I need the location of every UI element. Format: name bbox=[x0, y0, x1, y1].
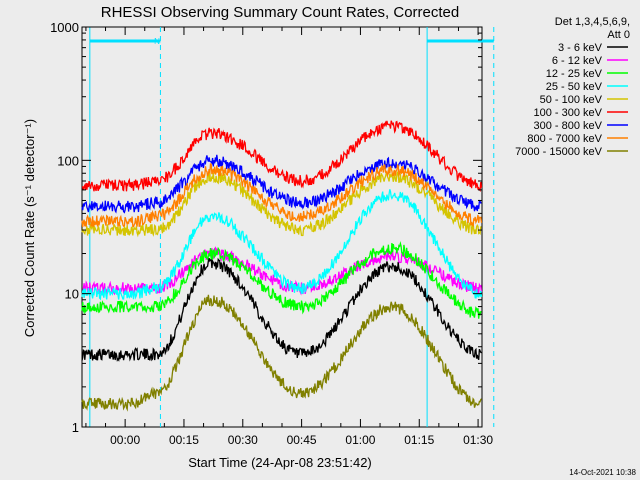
legend-label: 300 - 800 keV bbox=[534, 120, 603, 132]
x-tick-label: 00:45 bbox=[287, 433, 317, 447]
y-tick-label: 10 bbox=[65, 287, 79, 302]
y-tick-label: 1000 bbox=[50, 20, 79, 35]
x-tick-label: 01:15 bbox=[404, 433, 434, 447]
x-tick-label: 00:15 bbox=[169, 433, 199, 447]
legend-label: 3 - 6 keV bbox=[558, 42, 603, 54]
y-tick-label: 1 bbox=[72, 420, 79, 435]
series-layer bbox=[81, 120, 483, 412]
y-tick-label: 100 bbox=[57, 153, 79, 168]
series-line bbox=[81, 294, 482, 412]
legend-label: 50 - 100 keV bbox=[540, 94, 603, 106]
series-line bbox=[81, 154, 482, 214]
x-tick-label: 00:30 bbox=[228, 433, 258, 447]
series-line bbox=[81, 163, 483, 228]
x-axis-label: Start Time (24-Apr-08 23:51:42) bbox=[188, 455, 372, 470]
x-axis-ticks: 00:00 00:15 00:30 00:45 01:00 01:15 01:30 bbox=[85, 27, 493, 447]
x-tick-label: 01:00 bbox=[345, 433, 375, 447]
legend-header-1: Det 1,3,4,5,6,9, bbox=[555, 16, 630, 28]
legend-label: 25 - 50 keV bbox=[546, 81, 603, 93]
series-line bbox=[81, 170, 482, 238]
series-line bbox=[81, 240, 482, 319]
legend-label: 100 - 300 keV bbox=[534, 107, 603, 119]
series-line bbox=[81, 256, 482, 362]
y-axis-ticks: 1 10 100 1000 bbox=[50, 20, 482, 435]
y-axis-label: Corrected Count Rate (s⁻¹ detector⁻¹) bbox=[22, 119, 37, 337]
series-line bbox=[81, 189, 483, 301]
chart-title: RHESSI Observing Summary Count Rates, Co… bbox=[101, 4, 459, 21]
legend-label: 6 - 12 keV bbox=[552, 55, 603, 67]
series-line bbox=[81, 120, 483, 192]
x-tick-label: 01:30 bbox=[463, 433, 493, 447]
legend-label: 12 - 25 keV bbox=[546, 68, 603, 80]
legend-label: 800 - 7000 keV bbox=[527, 133, 602, 145]
x-tick-label: 00:00 bbox=[110, 433, 140, 447]
footer-date: 14-Oct-2021 10:38 bbox=[569, 468, 636, 477]
legend-label: 7000 - 15000 keV bbox=[515, 146, 603, 158]
legend-header-2: Att 0 bbox=[607, 29, 630, 41]
